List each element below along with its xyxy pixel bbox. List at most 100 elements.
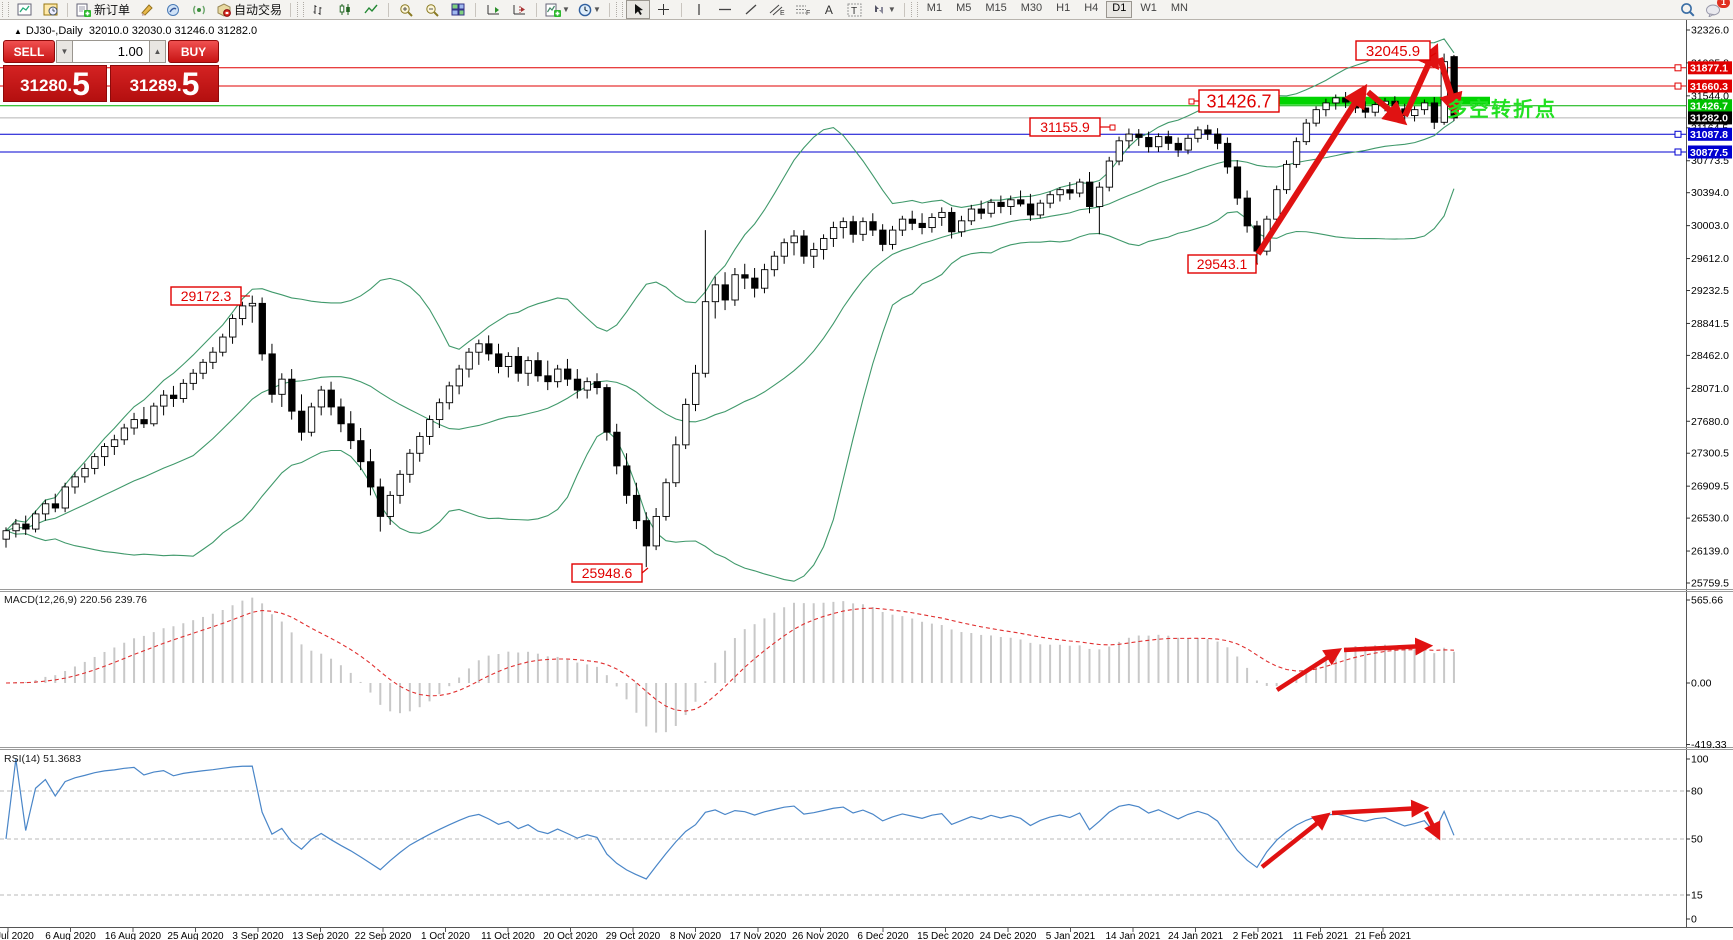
timeframe-h1[interactable]: H1 bbox=[1056, 2, 1071, 14]
horizontal-line-tool-button[interactable] bbox=[713, 0, 737, 19]
timeframe-m30[interactable]: M30 bbox=[1020, 2, 1043, 14]
candlestick-series[interactable] bbox=[2, 53, 1458, 568]
zoom-in-button[interactable] bbox=[394, 0, 418, 19]
crosshair-icon bbox=[658, 4, 670, 15]
tile-windows-button[interactable] bbox=[446, 0, 470, 19]
text-label-tool-button[interactable]: T bbox=[843, 0, 867, 19]
one-click-trading-panel: SELL ▼ ▲ BUY 31280.5 31289.5 bbox=[3, 40, 219, 102]
new-order-icon bbox=[76, 3, 91, 17]
svg-text:24 Jan 2021: 24 Jan 2021 bbox=[1168, 931, 1223, 940]
macd-indicator bbox=[5, 597, 1455, 733]
buy-price-display[interactable]: 31289. 5 bbox=[110, 65, 219, 102]
volume-increase-button[interactable]: ▲ bbox=[149, 40, 166, 63]
macd-signal-line bbox=[5, 607, 1454, 712]
text-tool-button[interactable]: A bbox=[817, 0, 841, 19]
price-callout-text: 25948.6 bbox=[582, 565, 633, 581]
turning-point-annotation: 多空转折点 bbox=[1447, 99, 1557, 121]
horizontal-levels[interactable] bbox=[0, 64, 1686, 156]
search-button[interactable] bbox=[1675, 0, 1699, 19]
auto-scroll-button[interactable] bbox=[481, 0, 505, 19]
candlestick-mode-button[interactable] bbox=[333, 0, 357, 19]
period-button[interactable]: ▼ bbox=[575, 0, 604, 19]
svg-text:31087.8: 31087.8 bbox=[1690, 129, 1728, 141]
vertical-line-tool-button[interactable] bbox=[687, 0, 711, 19]
svg-text:11 Feb 2021: 11 Feb 2021 bbox=[1293, 931, 1349, 940]
auto-scroll-icon bbox=[487, 5, 499, 15]
timeframe-w1[interactable]: W1 bbox=[1140, 2, 1157, 14]
price-callout-text: 29172.3 bbox=[181, 288, 232, 304]
market-button[interactable] bbox=[161, 0, 185, 19]
rsi-indicator bbox=[0, 758, 1686, 896]
new-order-button[interactable]: 新订单 bbox=[73, 0, 133, 19]
svg-text:80: 80 bbox=[1691, 786, 1703, 798]
svg-text:31426.7: 31426.7 bbox=[1690, 101, 1728, 113]
trendline-icon bbox=[745, 4, 757, 15]
toolbar-grip[interactable] bbox=[2, 2, 9, 17]
svg-text:29612.0: 29612.0 bbox=[1691, 253, 1729, 265]
svg-text:6 Aug 2020: 6 Aug 2020 bbox=[45, 931, 96, 940]
price-callouts[interactable]: 29172.3 25948.6 31155.9 31426.7 32045.9 29543… bbox=[170, 40, 1437, 583]
sell-button[interactable]: SELL bbox=[3, 40, 55, 63]
new-chart-button[interactable] bbox=[12, 0, 36, 19]
timeframe-h4[interactable]: H4 bbox=[1084, 2, 1099, 14]
volume-decrease-button[interactable]: ▼ bbox=[56, 40, 73, 63]
auto-trading-label: 自动交易 bbox=[234, 3, 283, 17]
text-label-icon: T bbox=[847, 3, 862, 17]
bar-chart-mode-button[interactable] bbox=[307, 0, 331, 19]
period-caret-icon: ▼ bbox=[592, 5, 601, 14]
line-chart-mode-button[interactable] bbox=[359, 0, 383, 19]
svg-text:5 Jan 2021: 5 Jan 2021 bbox=[1046, 931, 1096, 940]
signal-icon bbox=[193, 5, 205, 15]
svg-text:25 Aug 2020: 25 Aug 2020 bbox=[167, 931, 224, 940]
trendline-tool-button[interactable] bbox=[739, 0, 763, 19]
notification-badge: 1 bbox=[1716, 0, 1730, 8]
auto-trading-button[interactable]: 自动交易 bbox=[213, 0, 285, 19]
signals-button[interactable] bbox=[187, 0, 211, 19]
svg-text:11 Oct 2020: 11 Oct 2020 bbox=[481, 931, 535, 940]
timeframe-m15[interactable]: M15 bbox=[985, 2, 1007, 14]
price-callout-box bbox=[1029, 117, 1101, 137]
buy-price-main: 31289. bbox=[129, 76, 182, 95]
profiles-button[interactable] bbox=[38, 0, 62, 19]
indicators-button[interactable]: ▼ bbox=[542, 0, 573, 19]
sell-price-display[interactable]: 31280. 5 bbox=[3, 65, 107, 102]
price-callout-text: 32045.9 bbox=[1366, 43, 1420, 60]
svg-text:-419.33: -419.33 bbox=[1691, 739, 1727, 751]
rsi-line bbox=[5, 758, 1455, 880]
timeframe-d1[interactable]: D1 bbox=[1106, 1, 1133, 18]
new-order-label: 新订单 bbox=[94, 3, 131, 17]
timeframe-m5[interactable]: M5 bbox=[956, 2, 972, 14]
zoom-out-button[interactable] bbox=[420, 0, 444, 19]
svg-text:565.66: 565.66 bbox=[1691, 595, 1723, 607]
timeframe-mn[interactable]: MN bbox=[1170, 2, 1188, 14]
timeframe-m1[interactable]: M1 bbox=[926, 2, 943, 14]
price-callout-text: 29543.1 bbox=[1197, 256, 1248, 272]
rsi-value: 51.3683 bbox=[43, 753, 82, 765]
volume-input[interactable] bbox=[73, 40, 149, 63]
channel-tool-button[interactable]: E bbox=[765, 0, 789, 19]
trend-arrows[interactable] bbox=[1255, 43, 1463, 869]
svg-text:6 Dec 2020: 6 Dec 2020 bbox=[857, 931, 909, 940]
svg-text:29 Oct 2020: 29 Oct 2020 bbox=[606, 931, 661, 940]
cursor-tool-button[interactable] bbox=[625, 0, 650, 19]
profiles-icon bbox=[43, 3, 57, 16]
zoom-out-icon bbox=[426, 3, 439, 17]
svg-text:13 Sep 2020: 13 Sep 2020 bbox=[292, 931, 349, 940]
buy-button[interactable]: BUY bbox=[168, 40, 219, 63]
phone-icon bbox=[167, 4, 180, 16]
svg-text:100: 100 bbox=[1691, 754, 1709, 766]
svg-text:29232.5: 29232.5 bbox=[1691, 285, 1729, 297]
horizontal-line-icon bbox=[718, 8, 731, 11]
clock-icon bbox=[578, 3, 592, 16]
styles-button[interactable] bbox=[135, 0, 159, 19]
arrows-tool-button[interactable]: ▼ bbox=[869, 0, 899, 19]
chart-title-line: ▲ DJ30-,Daily 32010.0 32030.0 31246.0 312… bbox=[14, 25, 257, 37]
chart-shift-button[interactable] bbox=[507, 0, 531, 19]
crosshair-tool-button[interactable] bbox=[652, 0, 676, 19]
svg-text:22 Sep 2020: 22 Sep 2020 bbox=[355, 931, 412, 940]
fibonacci-tool-button[interactable]: F bbox=[791, 0, 815, 19]
svg-text:28071.0: 28071.0 bbox=[1691, 383, 1729, 395]
notifications-button[interactable]: 1 bbox=[1701, 0, 1730, 19]
svg-text:30394.0: 30394.0 bbox=[1691, 187, 1729, 199]
